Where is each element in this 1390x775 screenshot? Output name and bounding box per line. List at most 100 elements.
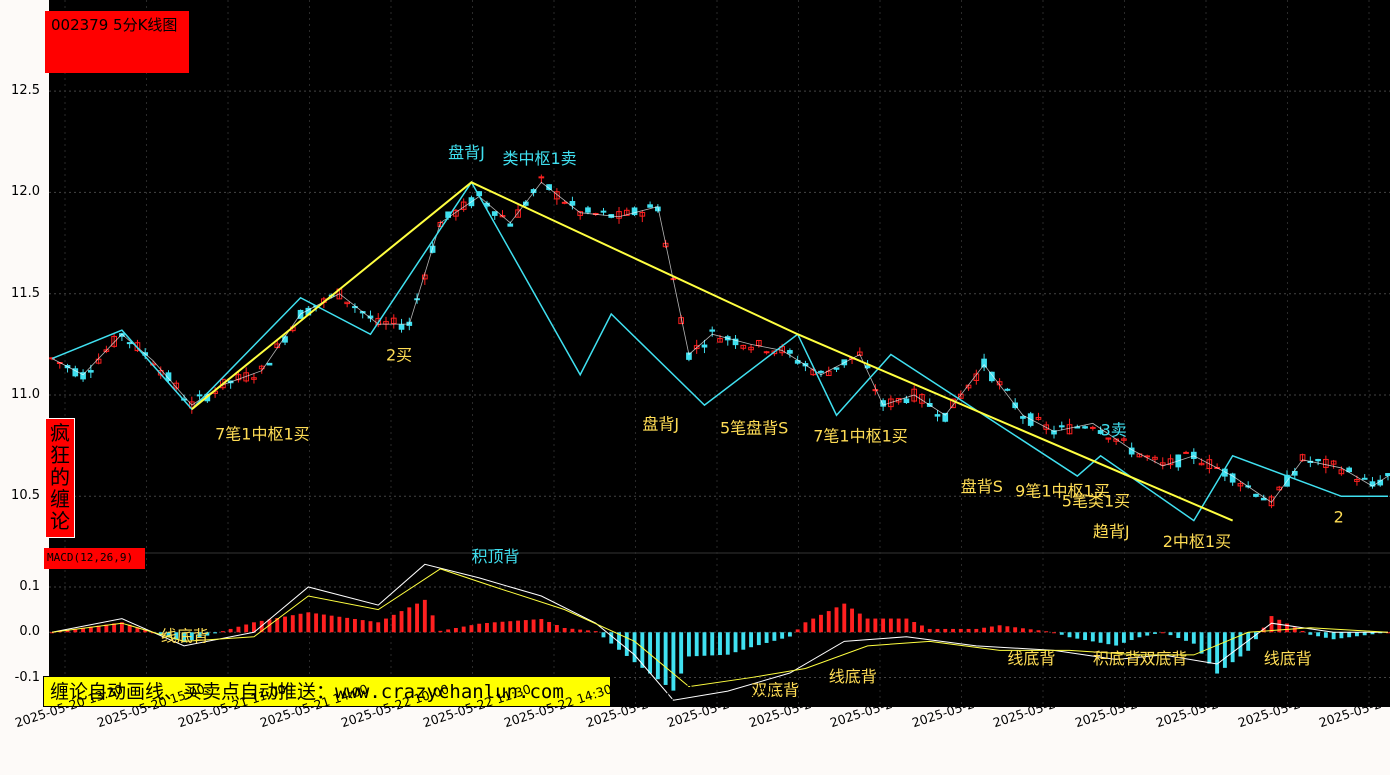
macd-histogram-bar bbox=[391, 614, 396, 633]
signal-label: 2 bbox=[1334, 508, 1344, 527]
macd-histogram-bar bbox=[1013, 627, 1018, 633]
macd-histogram-bar bbox=[1316, 632, 1321, 637]
signal-label: 5笔盘背S bbox=[720, 418, 788, 437]
candle-body bbox=[569, 201, 576, 206]
macd-histogram-bar bbox=[244, 624, 249, 633]
macd-histogram-bar bbox=[1354, 632, 1359, 637]
y-tick-label: 12.5 bbox=[11, 83, 40, 99]
signal-label: 双底背 bbox=[751, 681, 799, 700]
macd-histogram-bar bbox=[1059, 632, 1064, 635]
macd-histogram-bar bbox=[213, 632, 218, 634]
candle-body bbox=[957, 393, 964, 399]
macd-histogram-bar bbox=[1028, 629, 1033, 633]
macd-histogram-bar bbox=[1191, 632, 1196, 644]
candle-body bbox=[165, 372, 172, 382]
macd-histogram-bar bbox=[640, 632, 645, 668]
macd-histogram-bar bbox=[1075, 632, 1080, 639]
macd-histogram-bar bbox=[197, 632, 202, 638]
macd-histogram-bar bbox=[321, 614, 326, 633]
candle-body bbox=[126, 342, 133, 345]
candle-body bbox=[251, 377, 257, 380]
candle-body bbox=[623, 209, 630, 216]
segment-line bbox=[191, 181, 1234, 522]
macd-histogram-bar bbox=[787, 632, 792, 637]
macd-histogram-bar bbox=[702, 632, 707, 656]
macd-histogram-bar bbox=[127, 624, 132, 633]
macd-tick-label: -0.1 bbox=[14, 669, 40, 685]
macd-histogram-bar bbox=[1269, 616, 1274, 633]
macd-histogram-bar bbox=[1121, 632, 1126, 643]
candle-body bbox=[585, 207, 591, 213]
candle-body bbox=[1198, 462, 1205, 466]
macd-histogram-bar bbox=[1052, 632, 1056, 634]
candle-body bbox=[1035, 416, 1042, 420]
macd-histogram-bar bbox=[1277, 619, 1282, 633]
macd-histogram-bar bbox=[873, 618, 878, 633]
candle-body bbox=[103, 349, 110, 352]
candle-body bbox=[748, 346, 754, 351]
macd-histogram-bar bbox=[1222, 632, 1227, 668]
candle-body bbox=[818, 370, 824, 373]
macd-histogram-bar bbox=[314, 613, 319, 633]
candle-body bbox=[1066, 424, 1073, 435]
macd-histogram-bar bbox=[795, 629, 800, 633]
candle-body bbox=[693, 345, 700, 350]
macd-histogram-bar bbox=[1246, 632, 1251, 651]
macd-histogram-bar bbox=[228, 628, 233, 633]
y-tick-label: 10.5 bbox=[11, 488, 40, 504]
macd-histogram-bar bbox=[469, 625, 474, 633]
bi-stroke-line bbox=[51, 180, 1388, 522]
macd-histogram-bar bbox=[368, 621, 373, 633]
brand-char: 狂 bbox=[50, 443, 70, 467]
candle-body bbox=[266, 362, 273, 366]
macd-histogram-bar bbox=[1129, 632, 1134, 641]
macd-histogram-bar bbox=[904, 618, 909, 633]
macd-histogram-bar bbox=[376, 622, 381, 633]
macd-histogram-bar bbox=[570, 628, 575, 633]
macd-histogram-bar bbox=[182, 632, 186, 643]
macd-histogram-bar bbox=[826, 611, 831, 633]
signal-label: 盘背J bbox=[448, 143, 485, 162]
macd-tick-label: 0.0 bbox=[19, 624, 40, 640]
candle-body bbox=[1105, 437, 1112, 440]
macd-histogram-bar bbox=[1137, 632, 1142, 638]
candle-body bbox=[1097, 430, 1104, 434]
macd-histogram-bar bbox=[655, 632, 660, 680]
macd-histogram-bar bbox=[352, 618, 357, 633]
candle-body bbox=[134, 342, 141, 352]
signal-label: 线底背 bbox=[161, 626, 209, 645]
macd-histogram-bar bbox=[500, 621, 505, 633]
candle-body bbox=[507, 223, 514, 227]
signal-label: 双底背 bbox=[1139, 649, 1187, 668]
candle-body bbox=[1237, 483, 1244, 487]
macd-histogram-bar bbox=[1036, 630, 1041, 633]
macd-histogram-bar bbox=[236, 626, 241, 633]
macd-histogram-bar bbox=[1020, 628, 1025, 633]
candle-body bbox=[1346, 467, 1352, 473]
macd-histogram-bar bbox=[710, 632, 715, 656]
candle-body bbox=[880, 400, 886, 407]
candle-body bbox=[1385, 473, 1390, 477]
macd-histogram-bar bbox=[958, 628, 963, 633]
macd-histogram-bar bbox=[935, 628, 940, 633]
macd-histogram-bar bbox=[1106, 632, 1111, 645]
macd-histogram-bar bbox=[1370, 632, 1375, 635]
macd-histogram-bar bbox=[865, 618, 870, 633]
macd-histogram-bar bbox=[1254, 632, 1258, 640]
macd-histogram-bar bbox=[718, 632, 722, 656]
macd-histogram-bar bbox=[609, 632, 614, 644]
candle-body bbox=[989, 371, 995, 382]
macd-histogram-bar bbox=[259, 620, 264, 633]
candle-body bbox=[833, 367, 840, 370]
signal-label: 5笔类1买 bbox=[1062, 491, 1130, 510]
candle-body bbox=[515, 209, 521, 218]
candle-body bbox=[1354, 479, 1360, 482]
candle-body bbox=[111, 335, 117, 347]
macd-histogram-bar bbox=[50, 632, 54, 634]
brand-char: 论 bbox=[50, 509, 70, 533]
signal-label: 积底背 bbox=[1093, 649, 1141, 668]
candle-body bbox=[732, 338, 739, 346]
candle-body bbox=[872, 389, 879, 392]
macd-histogram-bar bbox=[679, 632, 684, 674]
macd-histogram-bar bbox=[1145, 632, 1150, 636]
